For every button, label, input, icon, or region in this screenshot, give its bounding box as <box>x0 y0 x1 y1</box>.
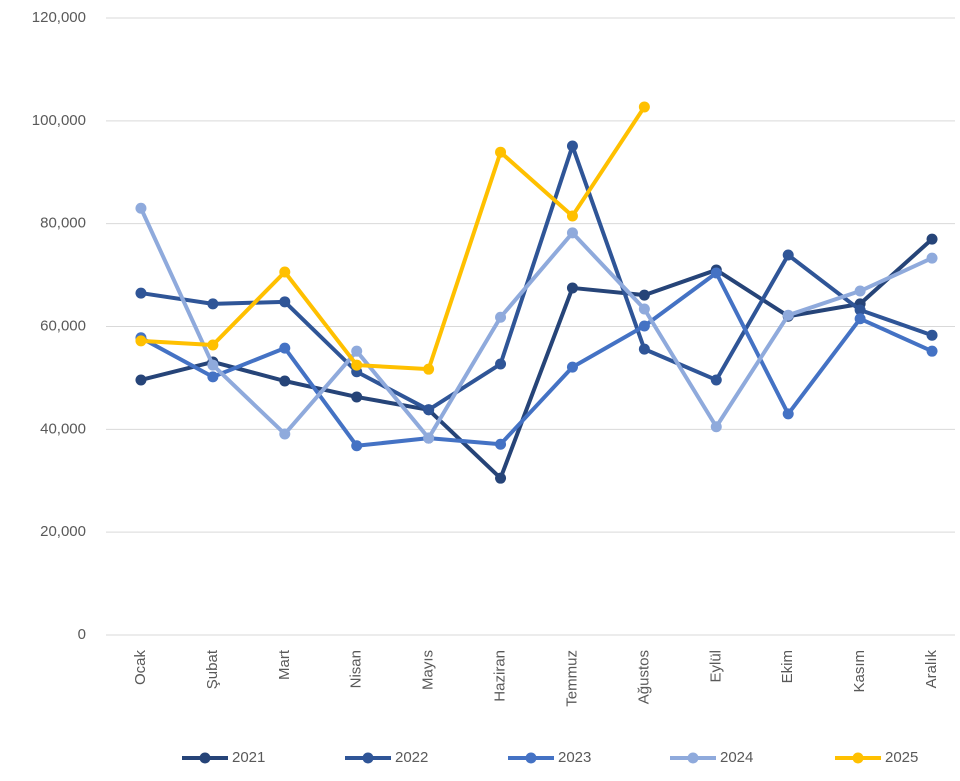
data-point <box>495 438 507 450</box>
data-point <box>207 371 219 383</box>
legend-label: 2024 <box>720 749 753 766</box>
x-tick-label: Ağustos <box>635 650 652 704</box>
legend-marker <box>362 752 374 764</box>
data-point <box>638 343 650 355</box>
data-point <box>782 249 794 261</box>
y-tick-label: 100,000 <box>32 112 86 129</box>
data-point <box>495 146 507 158</box>
data-point <box>854 285 866 297</box>
x-tick-label: Aralık <box>923 650 940 689</box>
data-point <box>423 363 435 375</box>
data-point <box>135 287 147 299</box>
data-point <box>926 345 938 357</box>
data-point <box>351 359 363 371</box>
legend-label: 2023 <box>558 749 591 766</box>
data-point <box>279 428 291 440</box>
y-tick-label: 80,000 <box>40 215 86 232</box>
data-point <box>854 304 866 316</box>
data-point <box>566 210 578 222</box>
data-point <box>566 227 578 239</box>
x-tick-label: Haziran <box>492 650 509 702</box>
data-point <box>495 358 507 370</box>
legend-marker <box>525 752 537 764</box>
data-point <box>926 329 938 341</box>
data-point <box>926 252 938 264</box>
data-point <box>854 313 866 325</box>
data-point <box>207 298 219 310</box>
data-point <box>638 320 650 332</box>
data-point <box>351 345 363 357</box>
data-point <box>279 342 291 354</box>
data-point <box>135 202 147 214</box>
x-tick-label: Nisan <box>348 650 365 688</box>
legend-marker <box>687 752 699 764</box>
legend-label: 2025 <box>885 749 918 766</box>
data-point <box>638 303 650 315</box>
series-line <box>140 144 933 412</box>
data-point <box>351 440 363 452</box>
data-point <box>423 432 435 444</box>
data-point <box>279 266 291 278</box>
x-tick-label: Eylül <box>707 650 724 683</box>
data-point <box>279 375 291 387</box>
series-line <box>140 237 934 481</box>
data-point <box>710 374 722 386</box>
data-point <box>207 359 219 371</box>
series-line <box>140 271 933 448</box>
y-tick-label: 20,000 <box>40 523 86 540</box>
x-tick-label: Mayıs <box>420 650 437 690</box>
data-point <box>710 267 722 279</box>
data-point <box>495 472 507 484</box>
x-tick-label: Ocak <box>132 650 149 686</box>
data-point <box>566 282 578 294</box>
legend-marker <box>199 752 211 764</box>
data-point <box>135 335 147 347</box>
legend-marker <box>852 752 864 764</box>
x-tick-label: Kasım <box>851 650 868 693</box>
data-point <box>351 391 363 403</box>
x-tick-label: Ekim <box>779 650 796 683</box>
y-tick-label: 120,000 <box>32 9 86 26</box>
series-line <box>140 105 647 372</box>
data-point <box>638 101 650 113</box>
x-tick-label: Temmuz <box>563 650 580 707</box>
data-point <box>638 289 650 301</box>
x-tick-label: Şubat <box>204 649 221 689</box>
data-point <box>423 404 435 416</box>
y-tick-label: 60,000 <box>40 317 86 334</box>
data-point <box>279 296 291 308</box>
data-point <box>782 408 794 420</box>
data-point <box>495 311 507 323</box>
data-point <box>566 361 578 373</box>
data-point <box>566 140 578 152</box>
data-point <box>926 233 938 245</box>
x-tick-label: Mart <box>276 649 293 680</box>
series-line <box>139 207 933 441</box>
data-point <box>207 339 219 351</box>
y-tick-label: 0 <box>78 626 86 643</box>
y-tick-label: 40,000 <box>40 420 86 437</box>
data-point <box>135 374 147 386</box>
data-point <box>782 309 794 321</box>
data-point <box>710 421 722 433</box>
legend-label: 2021 <box>232 749 265 766</box>
legend-label: 2022 <box>395 749 428 766</box>
